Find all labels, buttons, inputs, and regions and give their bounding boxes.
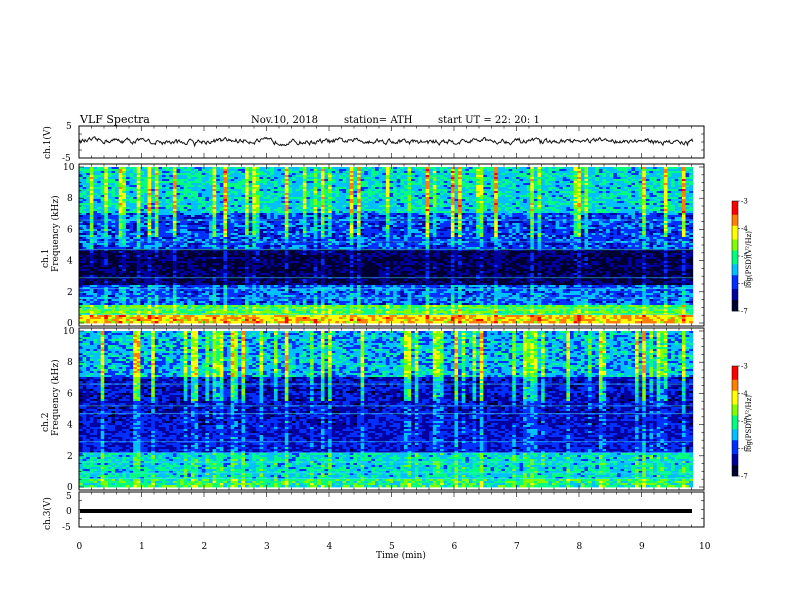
date-label: Nov.10, 2018: [251, 115, 318, 126]
station-label: station= ATH: [344, 115, 413, 126]
ch1-ytick-5: 5: [66, 122, 72, 132]
ch1-waveform-panel: 5 -5 ch.1(V): [42, 122, 704, 164]
start-ut-label: start UT = 22: 20: 1: [438, 115, 540, 126]
ch1-spectrogram-cells: [79, 167, 693, 323]
ch1-waveform-line: [79, 137, 693, 146]
figure-title: VLF Spectra: [79, 113, 150, 126]
ch1-wave-ylabel: ch.1(V): [42, 126, 53, 159]
